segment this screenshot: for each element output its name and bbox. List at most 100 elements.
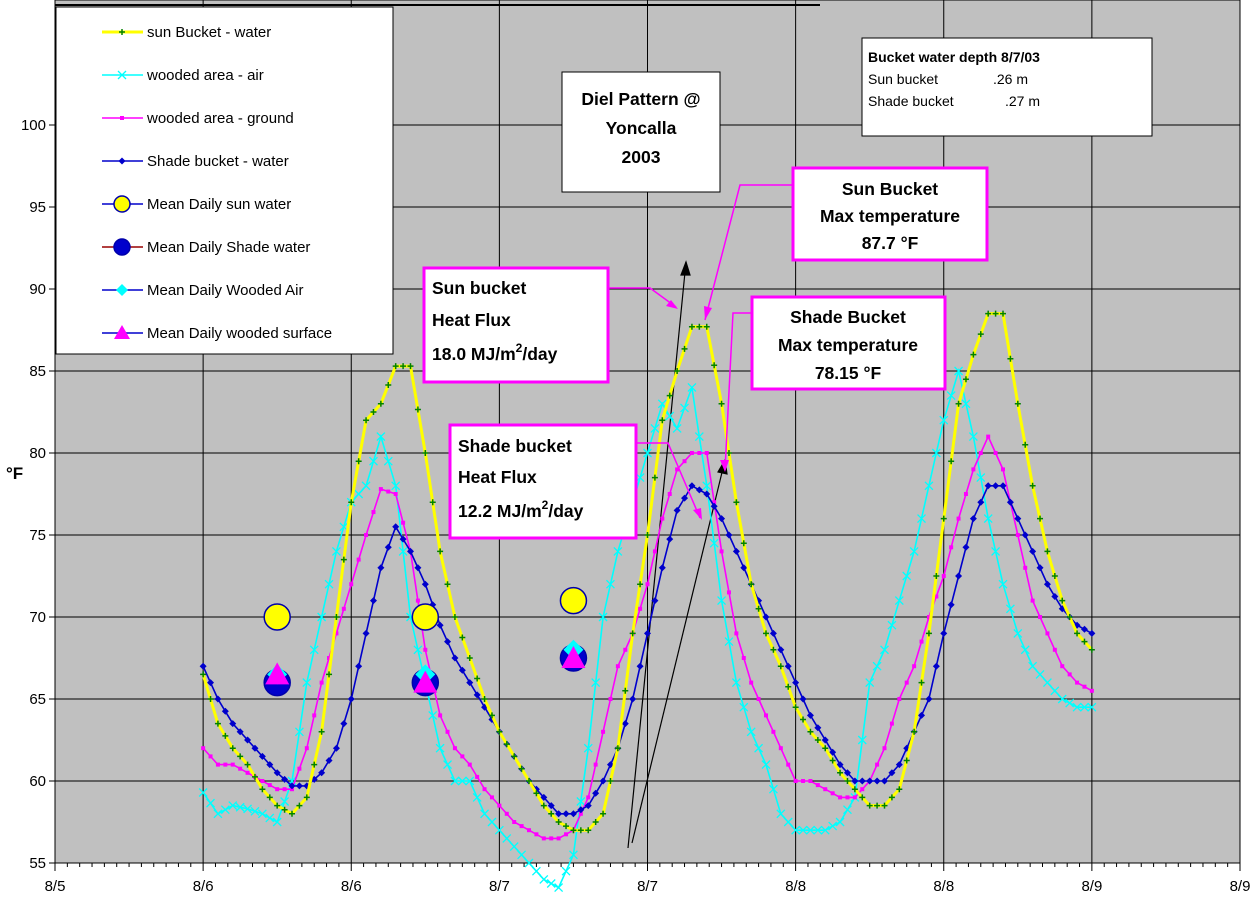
series-point — [675, 467, 680, 472]
series-point — [459, 634, 466, 641]
series-point — [407, 547, 414, 555]
series-point — [961, 399, 971, 409]
series-point — [666, 392, 673, 399]
series-point — [859, 794, 866, 801]
series-point — [709, 538, 719, 548]
series-point — [327, 656, 332, 660]
series-point — [946, 391, 956, 401]
series-point — [265, 813, 275, 823]
series-point — [458, 666, 466, 674]
series-point — [1037, 515, 1044, 522]
series-point — [925, 695, 933, 703]
series-point — [681, 345, 688, 352]
series-point — [941, 574, 946, 578]
series-point — [1014, 400, 1021, 407]
legend-entry: Mean Daily sun water — [102, 195, 291, 213]
series-point — [206, 798, 215, 808]
sun-flux-line-1: Sun bucket — [432, 278, 526, 298]
series-point — [467, 762, 472, 767]
series-point — [281, 775, 289, 783]
series-point — [786, 762, 791, 767]
series-point — [858, 777, 866, 785]
series-point — [725, 531, 733, 539]
series-point — [1030, 598, 1035, 603]
series-point — [1081, 638, 1088, 645]
series-point — [332, 744, 340, 752]
x-tick-label: 8/5 — [45, 878, 66, 895]
series-point — [555, 810, 563, 818]
series-point — [843, 805, 852, 815]
series-point — [998, 579, 1008, 589]
series-point — [717, 596, 727, 606]
series-point — [615, 664, 620, 669]
series-point — [651, 597, 659, 605]
series-point — [777, 663, 784, 670]
series-point — [860, 787, 865, 792]
series-point — [348, 499, 355, 506]
series-point — [282, 787, 287, 792]
series-point — [207, 679, 215, 687]
series-point — [887, 620, 897, 630]
series-point — [496, 728, 503, 735]
series-point — [992, 482, 1000, 490]
series-point — [956, 516, 961, 521]
series-layer — [198, 310, 1097, 893]
series-point — [813, 825, 823, 835]
series-point — [361, 481, 371, 491]
series-point — [583, 743, 593, 753]
sun-max-line-2: Max temperature — [820, 206, 960, 226]
series-point — [962, 376, 969, 383]
series-point — [363, 417, 370, 424]
x-tick-label: 8/9 — [1081, 878, 1102, 895]
series-point — [739, 702, 749, 712]
series-point — [947, 601, 955, 609]
series-point — [599, 777, 607, 785]
series-point — [926, 615, 931, 619]
sun-flux-line-2: Heat Flux — [432, 310, 511, 330]
series-point — [931, 448, 941, 458]
series-point — [1072, 702, 1082, 712]
series-point — [977, 498, 985, 506]
series-point — [622, 687, 629, 694]
x-tick-label: 8/9 — [1230, 878, 1251, 895]
series-point — [325, 757, 333, 764]
series-point — [1015, 533, 1020, 537]
series-point — [472, 792, 482, 802]
series-point — [843, 769, 851, 777]
series-point — [548, 810, 555, 817]
mean-points-layer — [263, 586, 588, 697]
series-point — [569, 810, 577, 818]
series-point — [274, 802, 281, 809]
depth-info-box: Bucket water depth 8/7/03 Sun bucket .26… — [861, 37, 1153, 137]
series-point — [665, 411, 675, 421]
series-point — [1067, 672, 1072, 677]
series-point — [1065, 698, 1075, 708]
series-point — [400, 363, 407, 370]
series-point — [949, 545, 954, 550]
series-point — [118, 157, 126, 165]
series-point — [385, 381, 392, 388]
series-point — [991, 546, 1001, 556]
series-point — [793, 779, 798, 783]
series-point — [391, 481, 401, 491]
series-point — [687, 382, 697, 392]
series-point — [331, 546, 341, 556]
series-point — [362, 629, 370, 637]
legend-label: wooded area - air — [146, 67, 264, 84]
series-point — [1042, 678, 1052, 688]
series-point — [1074, 630, 1081, 637]
series-point — [762, 613, 770, 621]
mean-point — [561, 646, 586, 668]
series-point — [963, 492, 968, 496]
series-point — [882, 746, 887, 751]
series-point — [645, 582, 650, 587]
series-point — [460, 754, 465, 759]
series-point — [835, 817, 845, 827]
shade-max-line-1: Shade Bucket — [790, 307, 906, 327]
series-point — [643, 448, 652, 458]
y-tick-label: 55 — [29, 855, 46, 872]
series-point — [457, 776, 467, 786]
series-point — [428, 710, 438, 720]
series-point — [549, 836, 554, 841]
series-point — [259, 786, 266, 793]
